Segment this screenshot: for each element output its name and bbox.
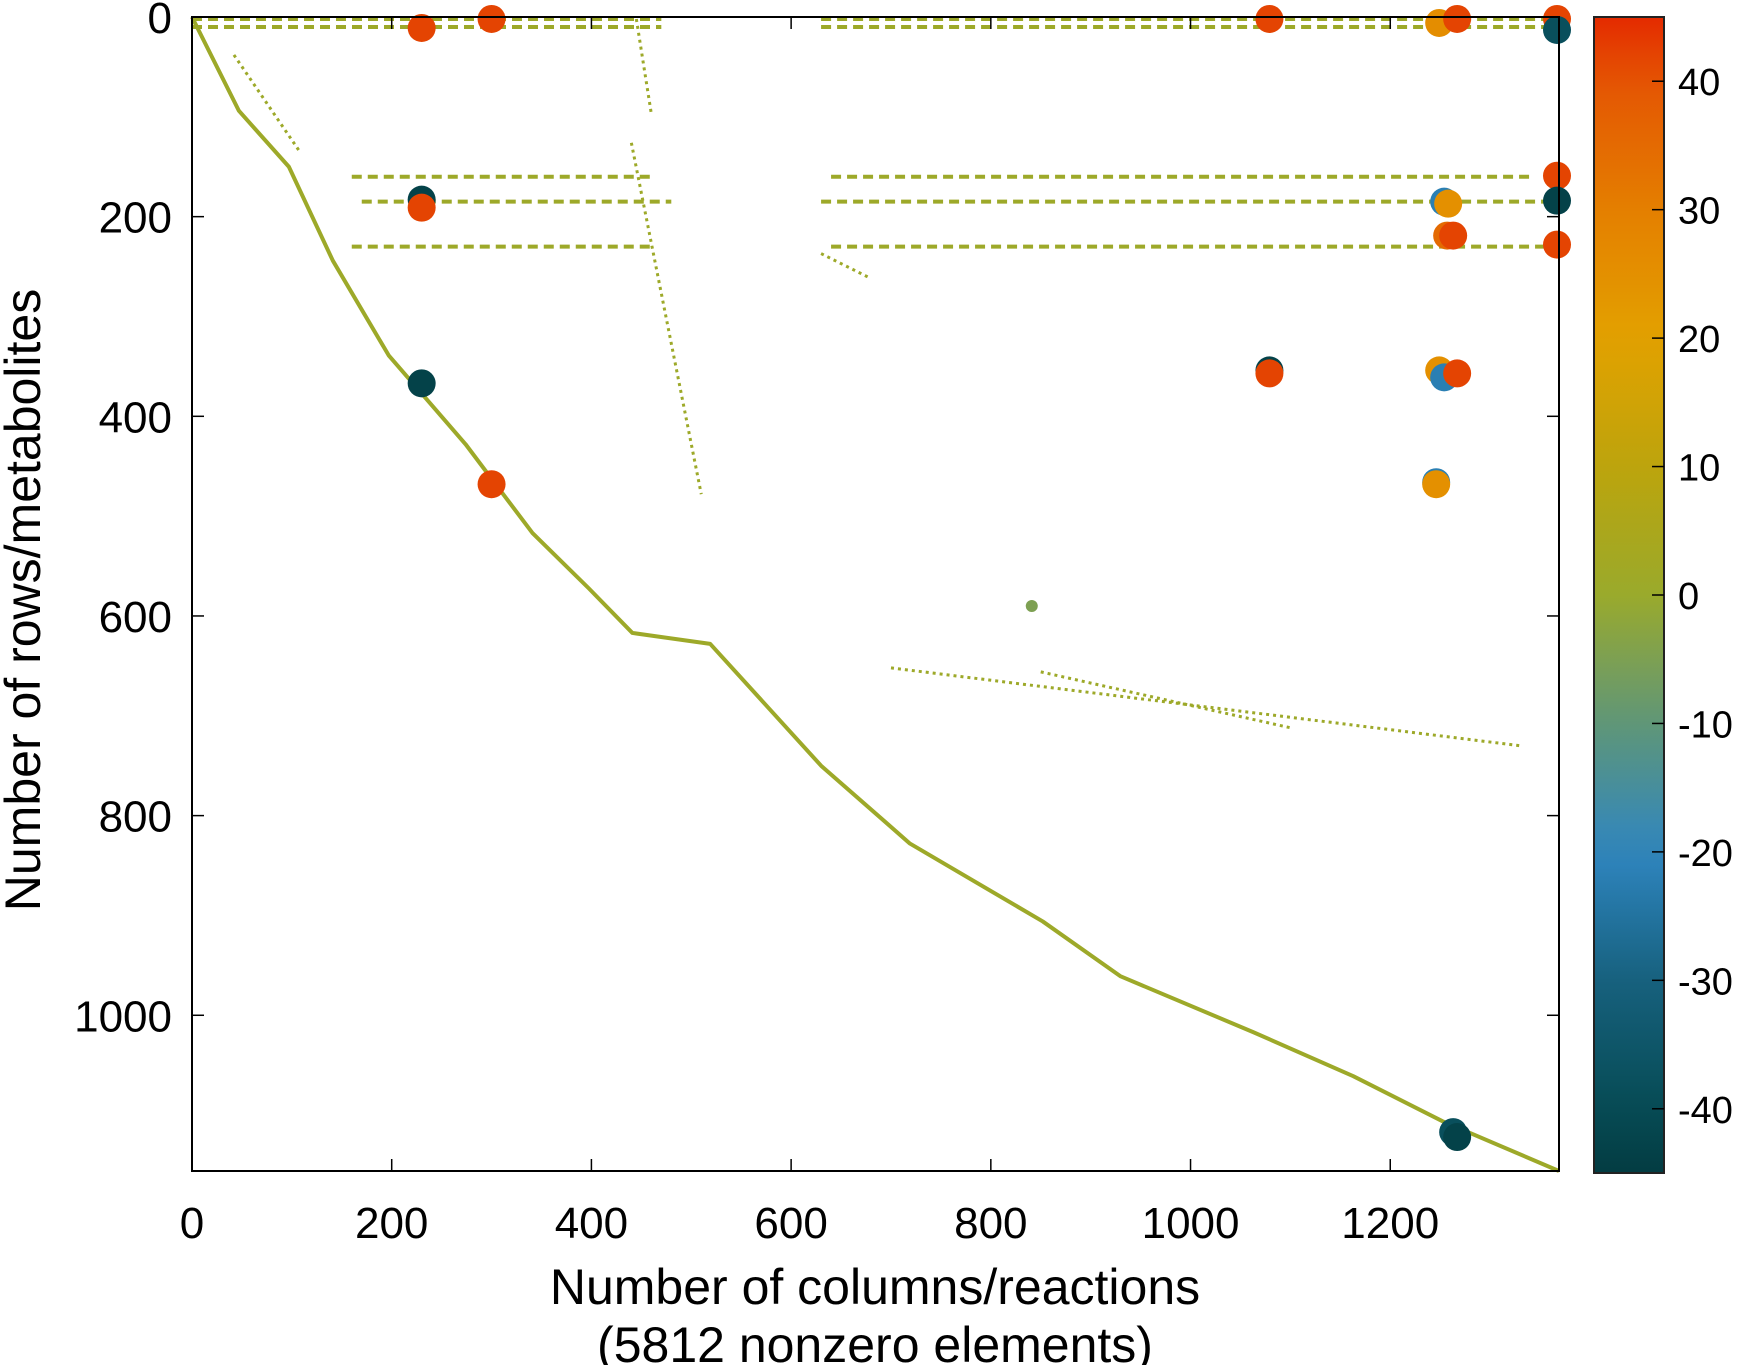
nonzero-element (407, 369, 436, 398)
colorbar-tick-label: 40 (1678, 62, 1720, 104)
secondary-diagonal (634, 18, 653, 115)
x-tick-label: 600 (754, 1199, 827, 1248)
nonzero-element (1543, 161, 1572, 190)
nonzero-element (1443, 359, 1472, 388)
y-tick-label: 400 (99, 393, 172, 442)
secondary-diagonal (890, 666, 1521, 748)
main-diagonal (190, 16, 1560, 1173)
x-tick-label: 1200 (1341, 1199, 1439, 1248)
y-axis: 0 200 400 600 800 1000 (74, 0, 1559, 1041)
nonzero-element (1443, 4, 1472, 33)
nonzero-element (407, 193, 436, 222)
y-tick-label: 0 (148, 0, 172, 43)
colorbar-tick-label: 30 (1678, 191, 1720, 233)
colorbar-tick-label: 10 (1678, 448, 1720, 490)
plot-marks (190, 4, 1572, 1173)
x-axis-note: (5812 nonzero elements) (597, 1317, 1153, 1365)
nonzero-element (1439, 221, 1468, 250)
colorbar-tick-label: -30 (1678, 961, 1733, 1003)
nonzero-element (1543, 15, 1572, 44)
nonzero-element (1543, 186, 1572, 215)
nonzero-element (1434, 189, 1463, 218)
x-axis: 0 200 400 600 800 1000 1200 (180, 17, 1439, 1248)
plot-frame (191, 16, 1560, 1172)
colorbar-tick-label: -40 (1678, 1090, 1733, 1132)
y-tick-label: 1000 (74, 992, 172, 1041)
secondary-diagonal (1040, 670, 1291, 730)
y-tick-label: 600 (99, 593, 172, 642)
colorbar-tick-label: -20 (1678, 833, 1733, 875)
nonzero-element (407, 13, 436, 42)
nonzero-element (1422, 470, 1451, 499)
y-tick-label: 200 (99, 194, 172, 243)
nonzero-element (477, 4, 506, 33)
colorbar-tick-label: 20 (1678, 319, 1720, 361)
nonzero-element (1025, 599, 1038, 612)
x-axis-label: Number of columns/reactions (550, 1259, 1200, 1315)
x-tick-label: 400 (555, 1199, 628, 1248)
nonzero-element (1543, 230, 1572, 259)
colorbar-ticks: 40 30 20 10 0 -10 -20 -30 -40 (1652, 62, 1733, 1132)
x-tick-label: 0 (180, 1199, 204, 1248)
colorbar-tick-label: 0 (1678, 576, 1699, 618)
secondary-diagonal (629, 142, 703, 495)
x-tick-label: 200 (355, 1199, 428, 1248)
nonzero-element (1255, 4, 1284, 33)
nonzero-element (477, 470, 506, 499)
y-tick-label: 800 (99, 793, 172, 842)
nonzero-element (1255, 359, 1284, 388)
x-tick-label: 1000 (1142, 1199, 1240, 1248)
nonzero-element (1443, 1123, 1472, 1152)
y-axis-label: Number of rows/metabolites (0, 289, 51, 911)
x-tick-label: 800 (954, 1199, 1027, 1248)
colorbar-tick-label: -10 (1678, 704, 1733, 746)
secondary-diagonal (232, 54, 302, 153)
secondary-diagonal (820, 252, 872, 280)
